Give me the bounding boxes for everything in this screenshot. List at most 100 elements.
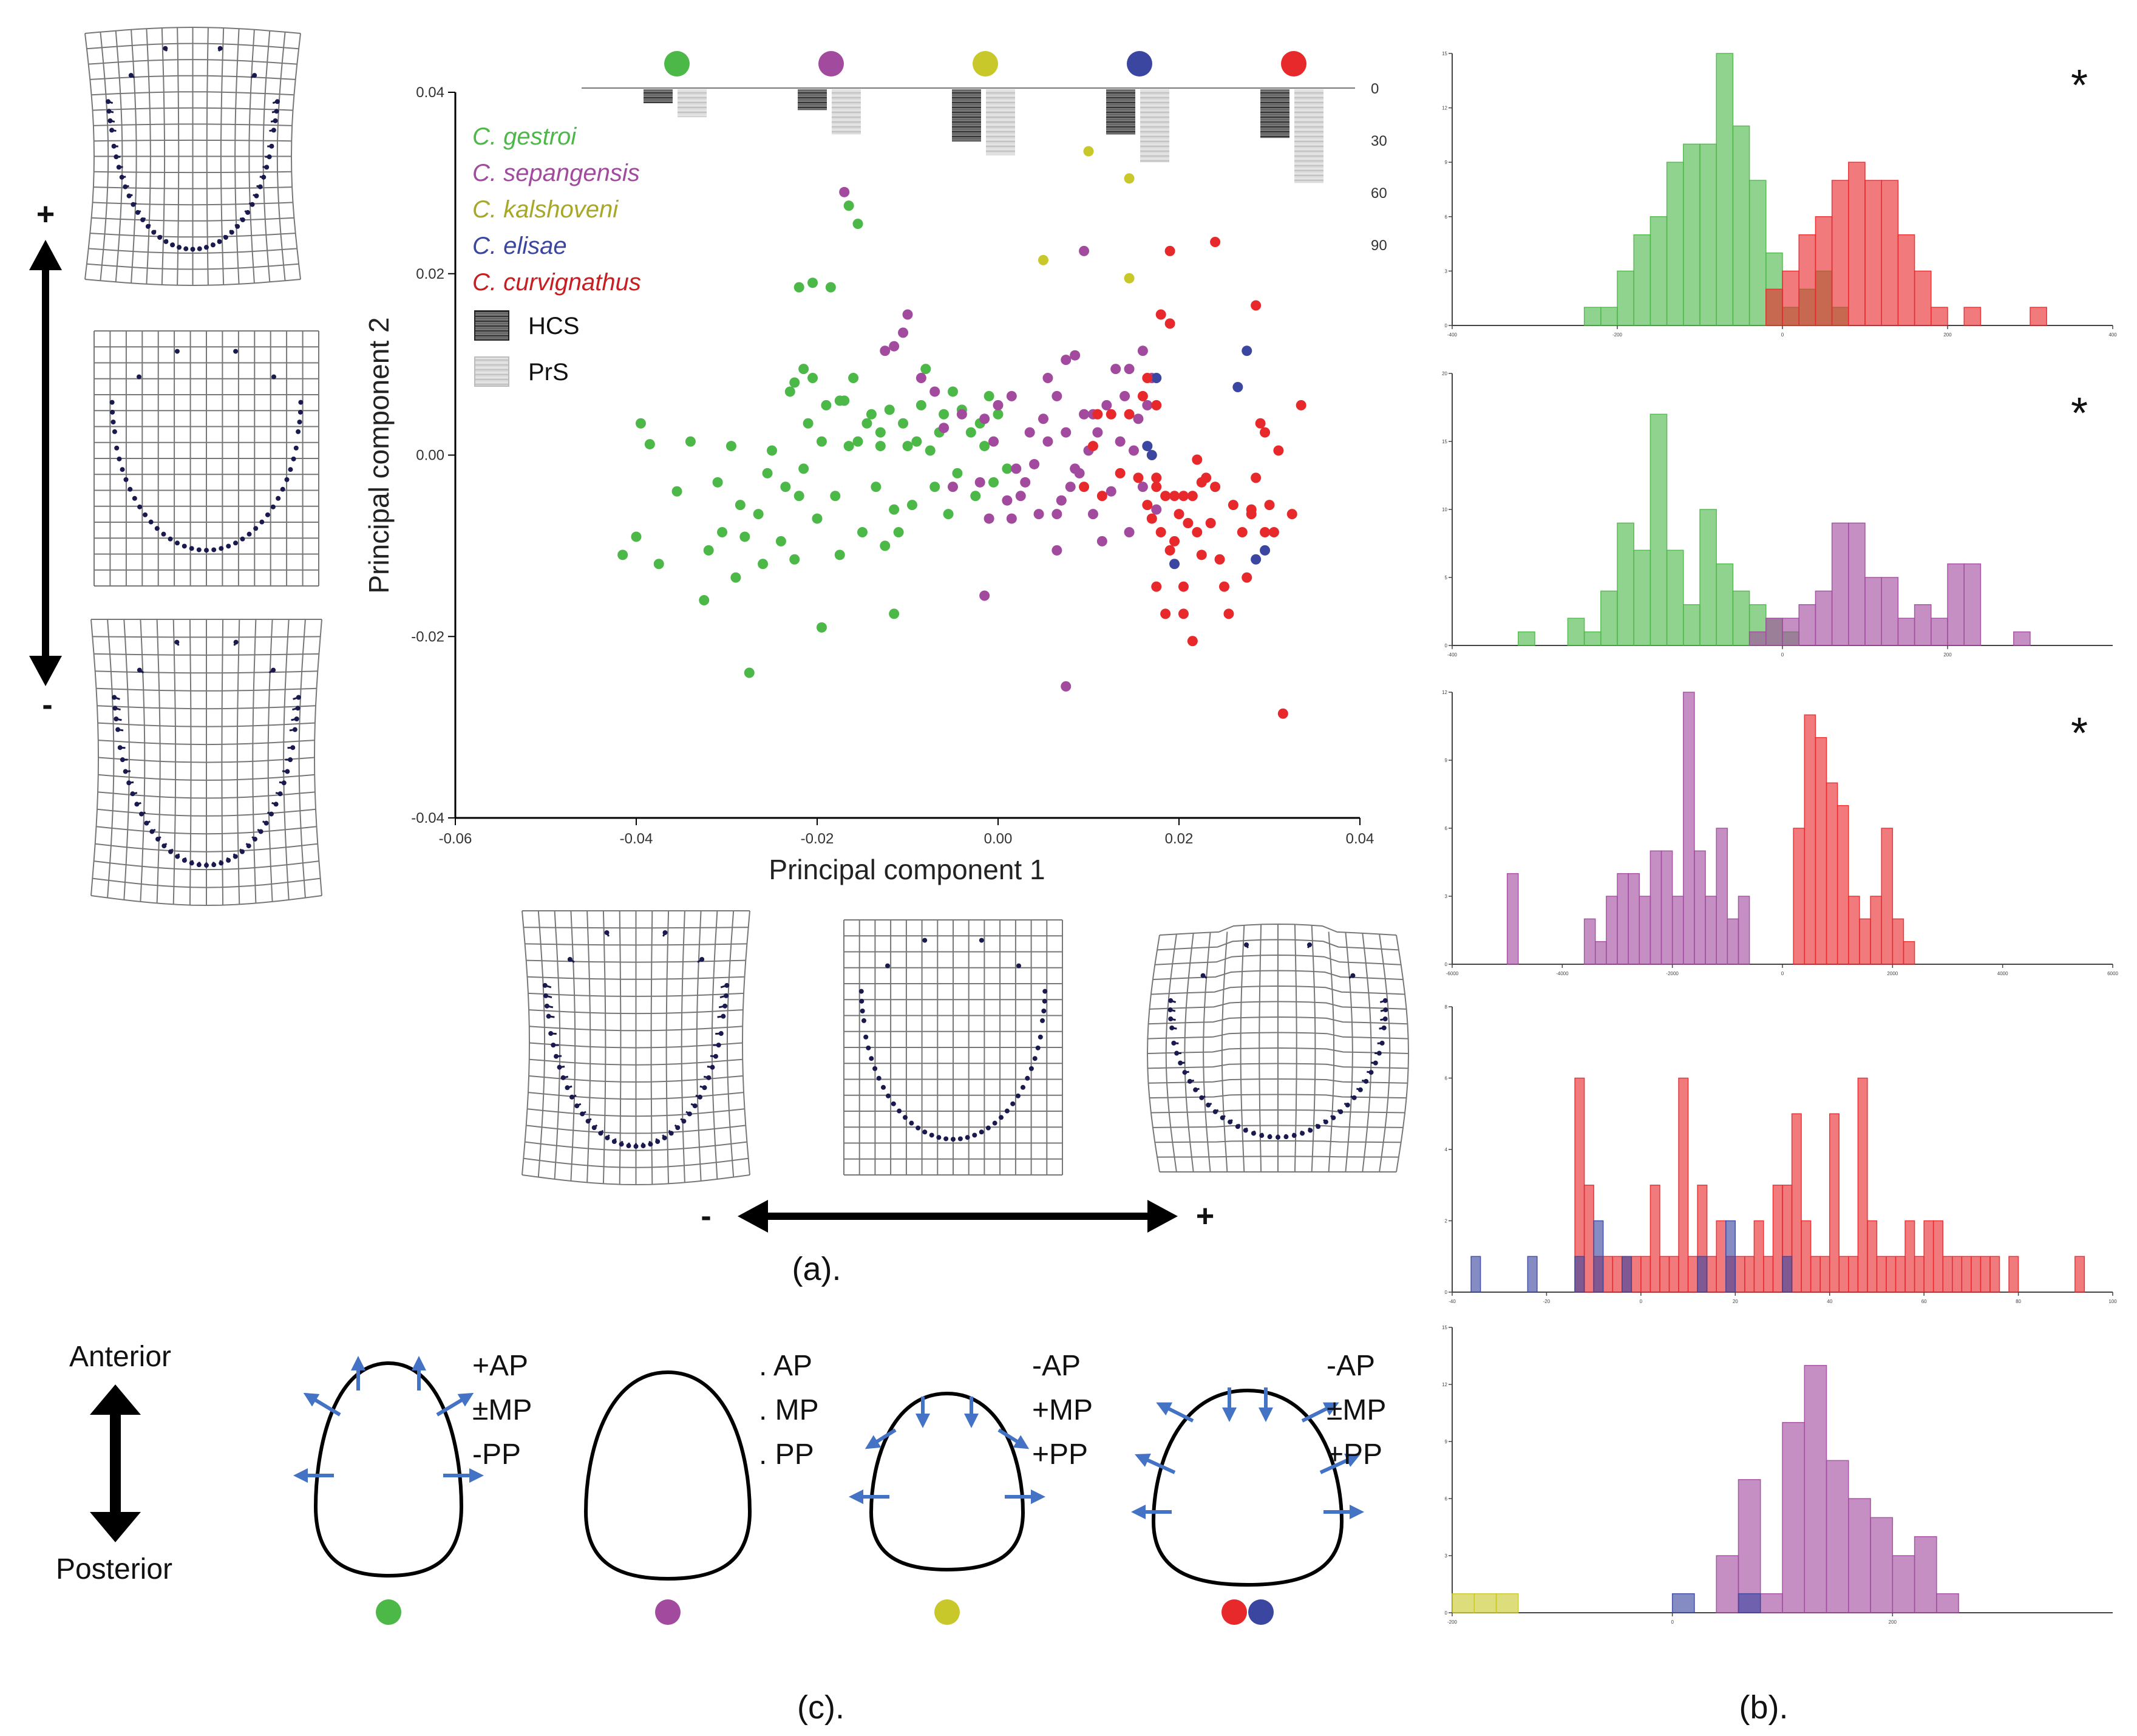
landmark-point — [226, 857, 231, 863]
landmark-point — [168, 849, 174, 854]
legend-curvignathus: C. curvignathus — [472, 269, 641, 296]
y-axis-label: Principal component 2 — [363, 317, 395, 593]
landmark-point — [174, 540, 180, 546]
inset-bar-hcs — [644, 89, 673, 103]
landmark-point — [161, 531, 166, 537]
hist-x-tick-label: -40 — [1449, 1299, 1456, 1304]
landmark-point — [1244, 942, 1249, 948]
inset-bar-prs — [986, 89, 1015, 155]
x-tick-label: 0.04 — [1346, 831, 1374, 847]
scatter-point — [744, 667, 755, 678]
scatter-point — [807, 277, 818, 288]
hist-y-tick-label: 6 — [1445, 1496, 1448, 1502]
hist-bar — [1961, 1256, 1972, 1293]
hist-y-tick-label: 3 — [1445, 1553, 1448, 1559]
hist-bar — [1612, 1256, 1623, 1293]
landmark-point — [724, 982, 730, 988]
hist-bar — [1782, 1421, 1806, 1613]
hist-bar — [1631, 1256, 1642, 1293]
scatter-point — [780, 482, 791, 492]
landmark-point — [295, 706, 301, 711]
hist-bar — [1848, 1498, 1871, 1613]
landmark-point — [662, 1135, 667, 1140]
landmark-point — [261, 174, 267, 180]
landmark-point — [869, 1056, 874, 1061]
landmark-point — [633, 1143, 639, 1149]
scatter-point — [1155, 526, 1166, 537]
hist-bar — [1738, 1593, 1761, 1613]
scatter-point — [1052, 509, 1062, 520]
grid-line — [1159, 923, 1397, 936]
hist-bar — [1815, 590, 1833, 646]
scatter-point — [635, 418, 646, 429]
grid-line — [313, 619, 322, 896]
landmark-point — [144, 820, 149, 826]
landmark-point — [922, 1129, 928, 1135]
scatter-point — [861, 418, 872, 429]
landmark-point — [1251, 1131, 1256, 1136]
scatter-point — [830, 491, 841, 502]
hist-bar — [1600, 307, 1618, 326]
landmark-point — [168, 536, 173, 542]
grid-line — [290, 33, 301, 280]
inset-species-dots — [664, 51, 1306, 77]
hist-bar — [1804, 1364, 1827, 1613]
landmark-point — [292, 727, 297, 732]
hist-bar — [1666, 550, 1684, 646]
grid-line — [92, 107, 293, 111]
scatter-point — [889, 341, 900, 352]
scatter-point — [1210, 236, 1221, 247]
scatter-point — [798, 463, 809, 474]
scatter-point — [1124, 273, 1135, 284]
scatter-point — [1255, 418, 1266, 429]
head-outline — [313, 1361, 464, 1578]
hist-bar — [2074, 1256, 2085, 1293]
hist-bar — [1826, 1460, 1849, 1613]
hist-bar — [2008, 1256, 2019, 1293]
hist-bar — [1574, 1256, 1585, 1293]
scatter-point — [970, 491, 981, 502]
hist-y-tick-label: 15 — [1442, 51, 1447, 56]
grid-line — [98, 757, 315, 763]
hist-bar — [1683, 604, 1700, 646]
scatter-point — [1196, 477, 1207, 488]
landmark-point — [259, 519, 265, 525]
scatter-point — [671, 486, 682, 497]
hist-bar — [1659, 1256, 1670, 1293]
landmark-point — [112, 429, 117, 434]
scatter-point — [1151, 482, 1162, 492]
scatter-point — [965, 427, 976, 438]
grid-line — [1150, 985, 1405, 995]
hist-bar — [1583, 1185, 1594, 1293]
landmark-point — [267, 154, 272, 160]
hist-bar — [1881, 577, 1899, 646]
inset-bar-prs — [678, 89, 707, 117]
legend-prs-swatch — [474, 356, 509, 387]
landmark-point — [280, 486, 285, 492]
scatter-point — [1155, 309, 1166, 320]
landmark-point — [1174, 1050, 1180, 1056]
landmark-point — [114, 154, 119, 160]
landmark-point — [151, 230, 157, 235]
deformation-arrow — [1319, 1454, 1361, 1474]
scatter-point — [974, 477, 985, 488]
scatter-point — [1096, 536, 1107, 546]
scatter-point — [834, 395, 845, 406]
hist-y-tick-label: 0 — [1445, 1610, 1448, 1616]
hist-x-tick-label: 60 — [1921, 1299, 1927, 1304]
inset-tick-90: 90 — [1371, 237, 1387, 254]
hist-bar — [1753, 1220, 1764, 1293]
hist-bar — [1452, 1593, 1475, 1613]
scatter-point — [1251, 300, 1262, 311]
inset-bar-hcs — [1260, 89, 1289, 138]
scatter-point — [906, 500, 917, 511]
scatter-point — [685, 436, 696, 447]
landmark-point — [569, 1094, 575, 1100]
x-tick-label: -0.06 — [439, 831, 472, 847]
landmark-point — [1259, 1133, 1265, 1139]
inset-tick-30: 30 — [1371, 133, 1387, 149]
grid-line — [1152, 970, 1404, 981]
scatter-point — [1273, 445, 1284, 456]
deformation-grid-pc1-mean — [843, 919, 1063, 1176]
hist-bar — [1583, 631, 1602, 646]
